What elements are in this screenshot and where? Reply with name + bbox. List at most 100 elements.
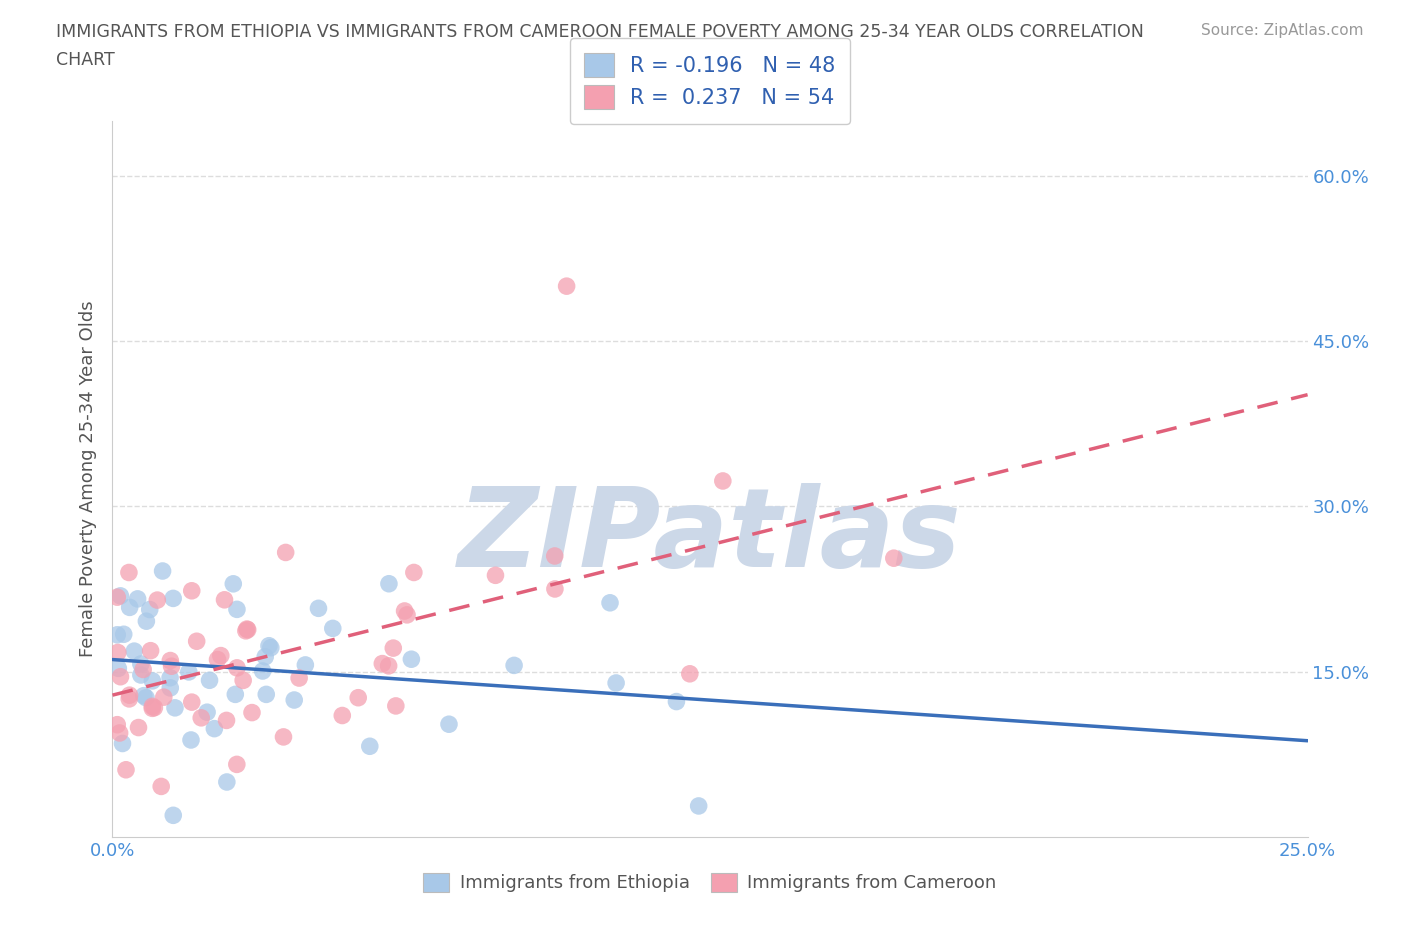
Point: [377, 658, 399, 673]
Point: [115, 763, 138, 777]
Point: [118, 691, 141, 706]
Point: [236, 622, 259, 637]
Point: [544, 581, 567, 596]
Point: [402, 565, 425, 580]
Point: [544, 549, 567, 564]
Point: [163, 700, 186, 715]
Point: [118, 687, 141, 702]
Point: [141, 698, 163, 713]
Point: [162, 591, 184, 605]
Point: [150, 779, 173, 794]
Point: [135, 690, 157, 705]
Point: [665, 694, 688, 709]
Point: [190, 711, 212, 725]
Point: [186, 634, 208, 649]
Point: [128, 720, 150, 735]
Point: [235, 623, 257, 638]
Point: [240, 705, 263, 720]
Point: [273, 729, 295, 744]
Point: [132, 688, 155, 703]
Point: [127, 591, 149, 606]
Point: [605, 675, 627, 690]
Point: [555, 279, 578, 294]
Point: [283, 693, 305, 708]
Point: [135, 614, 157, 629]
Text: ZIPatlas: ZIPatlas: [458, 483, 962, 590]
Point: [437, 717, 460, 732]
Point: [260, 640, 283, 655]
Point: [385, 698, 408, 713]
Point: [359, 738, 381, 753]
Point: [322, 621, 344, 636]
Point: [347, 690, 370, 705]
Point: [224, 687, 246, 702]
Point: [105, 717, 128, 732]
Point: [162, 808, 184, 823]
Point: [146, 592, 169, 607]
Point: [401, 652, 423, 667]
Point: [330, 708, 353, 723]
Point: [105, 628, 128, 643]
Point: [254, 687, 277, 702]
Point: [202, 721, 225, 736]
Point: [195, 705, 218, 720]
Point: [141, 673, 163, 688]
Point: [152, 690, 174, 705]
Point: [394, 604, 416, 618]
Point: [371, 657, 394, 671]
Point: [226, 602, 249, 617]
Point: [105, 590, 128, 604]
Point: [222, 577, 245, 591]
Point: [679, 667, 702, 682]
Point: [215, 775, 238, 790]
Point: [209, 648, 232, 663]
Point: [599, 595, 621, 610]
Point: [129, 668, 152, 683]
Point: [143, 700, 166, 715]
Point: [294, 658, 316, 672]
Point: [207, 652, 229, 667]
Point: [118, 565, 141, 580]
Point: [141, 701, 163, 716]
Point: [111, 736, 134, 751]
Point: [159, 681, 181, 696]
Point: [152, 564, 174, 578]
Point: [139, 602, 162, 617]
Point: [180, 583, 202, 598]
Legend: Immigrants from Ethiopia, Immigrants from Cameroon: Immigrants from Ethiopia, Immigrants fro…: [416, 866, 1004, 899]
Text: IMMIGRANTS FROM ETHIOPIA VS IMMIGRANTS FROM CAMEROON FEMALE POVERTY AMONG 25-34 : IMMIGRANTS FROM ETHIOPIA VS IMMIGRANTS F…: [56, 23, 1144, 41]
Point: [132, 662, 155, 677]
Point: [160, 658, 183, 673]
Point: [107, 661, 129, 676]
Point: [226, 660, 249, 675]
Point: [688, 799, 710, 814]
Text: Source: ZipAtlas.com: Source: ZipAtlas.com: [1201, 23, 1364, 38]
Point: [232, 673, 254, 688]
Point: [254, 649, 277, 664]
Point: [883, 551, 905, 565]
Point: [108, 725, 131, 740]
Point: [288, 671, 311, 685]
Point: [396, 607, 419, 622]
Point: [159, 671, 181, 685]
Point: [378, 577, 401, 591]
Point: [198, 672, 221, 687]
Point: [107, 645, 129, 660]
Point: [159, 653, 181, 668]
Point: [382, 641, 405, 656]
Text: CHART: CHART: [56, 51, 115, 69]
Point: [122, 644, 145, 658]
Point: [236, 621, 259, 636]
Point: [252, 664, 274, 679]
Point: [112, 627, 135, 642]
Point: [215, 713, 238, 728]
Point: [177, 664, 200, 679]
Point: [139, 644, 162, 658]
Point: [180, 733, 202, 748]
Point: [214, 592, 236, 607]
Point: [110, 589, 132, 604]
Point: [711, 473, 734, 488]
Point: [257, 638, 280, 653]
Point: [180, 695, 202, 710]
Point: [129, 657, 152, 671]
